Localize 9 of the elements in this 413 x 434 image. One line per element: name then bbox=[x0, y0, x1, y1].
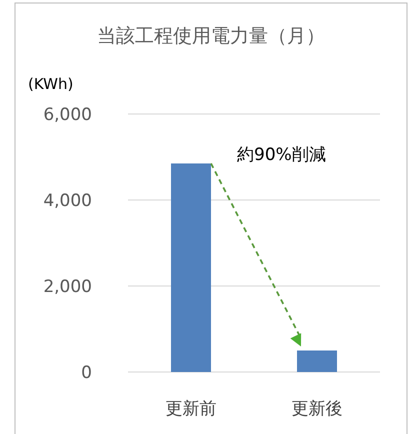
y-tick-label: 2,000 bbox=[43, 277, 92, 297]
x-tick-label: 更新前 bbox=[166, 399, 216, 419]
y-tick-label: 0 bbox=[81, 363, 92, 383]
annotation: 約90%削減 bbox=[237, 145, 326, 165]
y-tick-label: 4,000 bbox=[43, 191, 92, 211]
y-tick-label: 6,000 bbox=[43, 105, 92, 125]
x-tick-label: 更新後 bbox=[292, 399, 342, 419]
y-axis-title: (KWh) bbox=[28, 75, 74, 93]
chart-title: 当該工程使用電力量（月） bbox=[97, 25, 325, 47]
